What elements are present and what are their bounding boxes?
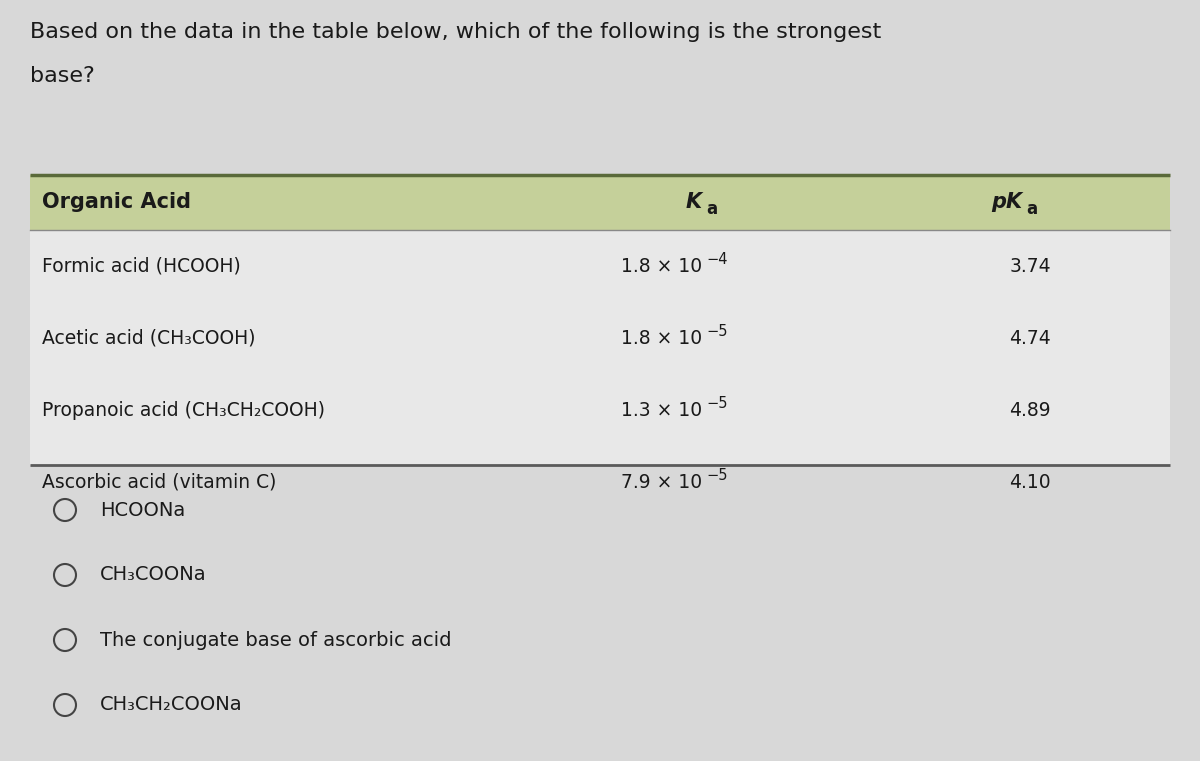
Text: 4.74: 4.74: [1009, 329, 1051, 348]
Text: CH₃CH₂COONa: CH₃CH₂COONa: [100, 696, 242, 715]
Text: base?: base?: [30, 66, 95, 86]
Text: 1.8 × 10: 1.8 × 10: [620, 256, 702, 275]
Text: a: a: [1026, 199, 1037, 218]
Text: K: K: [686, 193, 702, 212]
Text: −5: −5: [706, 467, 727, 482]
Text: −5: −5: [706, 323, 727, 339]
Text: Propanoic acid (CH₃CH₂COOH): Propanoic acid (CH₃CH₂COOH): [42, 400, 325, 419]
Text: 4.10: 4.10: [1009, 473, 1051, 492]
Text: pK: pK: [991, 193, 1022, 212]
Text: 7.9 × 10: 7.9 × 10: [620, 473, 702, 492]
Text: a: a: [706, 199, 718, 218]
Text: Ascorbic acid (vitamin C): Ascorbic acid (vitamin C): [42, 473, 276, 492]
Text: 3.74: 3.74: [1009, 256, 1051, 275]
Text: Formic acid (HCOOH): Formic acid (HCOOH): [42, 256, 241, 275]
Text: Organic Acid: Organic Acid: [42, 193, 191, 212]
Text: CH₃COONa: CH₃COONa: [100, 565, 206, 584]
Bar: [30, 230, 1170, 465]
Text: 1.3 × 10: 1.3 × 10: [620, 400, 702, 419]
Text: 4.89: 4.89: [1009, 400, 1051, 419]
Text: Based on the data in the table below, which of the following is the strongest: Based on the data in the table below, wh…: [30, 22, 881, 42]
Text: The conjugate base of ascorbic acid: The conjugate base of ascorbic acid: [100, 631, 451, 649]
Text: −4: −4: [706, 251, 727, 266]
Text: −5: −5: [706, 396, 727, 410]
Bar: [30, 175, 1170, 230]
Text: 1.8 × 10: 1.8 × 10: [620, 329, 702, 348]
Text: HCOONa: HCOONa: [100, 501, 185, 520]
Text: Acetic acid (CH₃COOH): Acetic acid (CH₃COOH): [42, 329, 256, 348]
